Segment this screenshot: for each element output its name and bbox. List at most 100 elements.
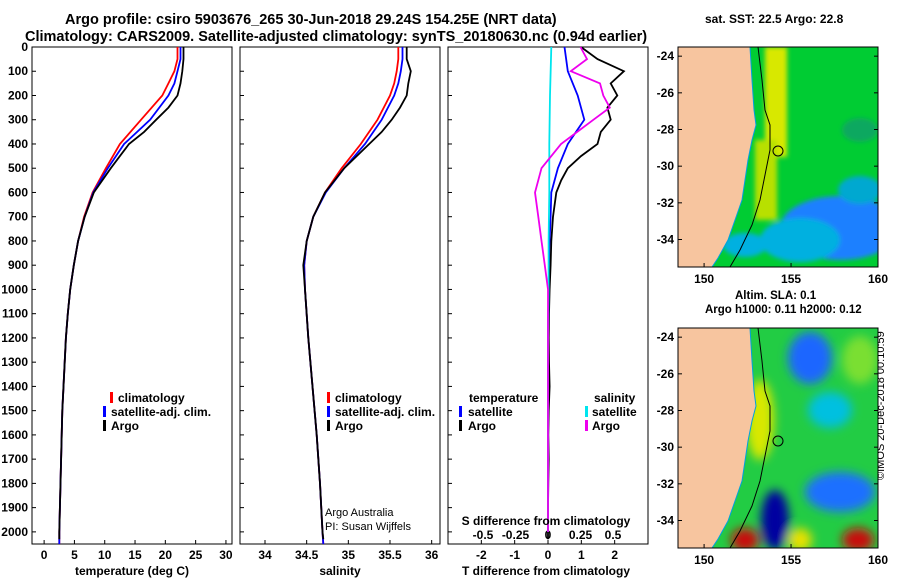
temperature-line-satellite-adj-clim- xyxy=(58,47,182,544)
depth-tick-label: 500 xyxy=(8,161,28,175)
s-difference-tick-label: 0.25 xyxy=(569,528,593,542)
sla-feature xyxy=(842,336,878,384)
legend-swatch-climatology xyxy=(110,392,113,403)
chart-title-line2: Climatology: CARS2009. Satellite-adjuste… xyxy=(25,29,648,45)
sla-map-frame xyxy=(677,327,879,549)
sla-feature xyxy=(788,528,812,548)
temperature-tick-label: 0 xyxy=(41,548,48,562)
legend-swatch-s-argo xyxy=(585,420,588,431)
salinity-tick-label: 36 xyxy=(425,548,439,562)
legend-swatch-satellite xyxy=(103,406,106,417)
depth-tick-label: 1800 xyxy=(1,476,28,490)
t-difference-tick-label: 1 xyxy=(578,548,585,562)
temperature-axis-label: temperature (deg C) xyxy=(75,564,189,578)
sla-map xyxy=(677,327,879,549)
legend-label-argo: Argo xyxy=(111,419,139,433)
map-lon-tick-label: 155 xyxy=(781,272,801,286)
depth-tick-label: 900 xyxy=(8,258,28,272)
chart-title-line1: Argo profile: csiro 5903676_265 30-Jun-2… xyxy=(65,12,557,28)
legend-swatch-s-satellite xyxy=(585,406,588,417)
sla-feature xyxy=(761,490,789,548)
depth-tick-label: 1900 xyxy=(1,501,28,515)
legend-title-salinity: salinity xyxy=(594,391,636,405)
map-lat-tick-label: -32 xyxy=(657,477,675,491)
map-lat-tick-label: -30 xyxy=(657,440,675,454)
difference-line-t-argo xyxy=(547,46,626,540)
salinity-panel-frame xyxy=(239,46,441,545)
legend-swatch-t-satellite xyxy=(459,406,462,417)
temperature-tick-label: 25 xyxy=(189,548,203,562)
map-lat-tick-label: -30 xyxy=(657,159,675,173)
argo-float-marker xyxy=(772,435,784,447)
sst-cool-patch xyxy=(723,233,767,257)
temperature-x-axis: 0 5 10 15 20 25 30 xyxy=(41,540,233,562)
legend-title-temperature: temperature xyxy=(469,391,539,405)
map-axes: -24 -26 -28 -30 -32 -34 150 155 160 -24 -26 -28 -30 -… xyxy=(657,49,889,567)
depth-tick-label: 1400 xyxy=(1,379,28,393)
difference-line-s-argo xyxy=(534,46,611,532)
attribution-line2: PI: Susan Wijffels xyxy=(325,521,411,533)
temperature-tick-label: 20 xyxy=(159,548,173,562)
s-difference-axis-label: S difference from climatology xyxy=(462,514,631,528)
map-lat-tick-label: -28 xyxy=(657,404,675,418)
profile-lines xyxy=(58,46,626,545)
map-lon-tick-label: 150 xyxy=(694,272,714,286)
depth-tick-label: 1300 xyxy=(1,355,28,369)
t-difference-tick-label: 0 xyxy=(545,548,552,562)
depth-tick-label: 200 xyxy=(8,88,28,102)
depth-tick-label: 1000 xyxy=(1,282,28,296)
map-lat-tick-label: -34 xyxy=(657,233,675,247)
depth-tick-label: 0 xyxy=(21,40,28,54)
t-difference-tick-label: 2 xyxy=(611,548,618,562)
depth-tick-label: 400 xyxy=(8,137,28,151)
sla-shelf-contour xyxy=(729,328,771,548)
s-difference-tick-label: -0.25 xyxy=(502,528,530,542)
s-difference-tick-label: 0.5 xyxy=(605,528,622,542)
depth-tick-label: 1700 xyxy=(1,452,28,466)
temperature-tick-label: 30 xyxy=(219,548,233,562)
map-lat-tick-label: -24 xyxy=(657,49,675,63)
temperature-line-argo xyxy=(58,47,185,540)
depth-tick-label: 1500 xyxy=(1,404,28,418)
temperature-panel-frame xyxy=(31,46,233,545)
sla-map-title-line2: Argo h1000: 0.11 h2000: 0.12 xyxy=(705,304,862,316)
temperature-tick-label: 10 xyxy=(98,548,112,562)
legend-label-s-argo: Argo xyxy=(592,419,620,433)
depth-tick-label: 1100 xyxy=(2,307,28,321)
sst-cool-patch xyxy=(838,176,878,204)
map-lon-tick-label: 160 xyxy=(868,553,888,567)
sla-feature xyxy=(788,332,832,384)
attribution-line1: Argo Australia xyxy=(325,507,394,519)
map-lat-tick-label: -32 xyxy=(657,196,675,210)
sla-map-title-line1: Altim. SLA: 0.1 xyxy=(735,290,817,302)
map-lon-tick-label: 160 xyxy=(868,272,888,286)
sst-map-frame xyxy=(677,46,879,268)
legend-swatch-t-argo xyxy=(459,420,462,431)
sst-warm-band-lower xyxy=(755,140,777,220)
legend-swatch-climatology xyxy=(327,392,330,403)
sla-feature xyxy=(731,528,759,548)
temperature-line-climatology xyxy=(58,47,179,544)
sst-land xyxy=(678,47,757,267)
legend-label-t-satellite: satellite xyxy=(468,405,513,419)
difference-legend: temperature satellite Argo salinity sate… xyxy=(459,391,637,433)
sla-land xyxy=(678,328,757,548)
sst-map-title: sat. SST: 22.5 Argo: 22.8 xyxy=(705,12,844,26)
map-lat-tick-label: -26 xyxy=(657,86,675,100)
legend-label-s-satellite: satellite xyxy=(592,405,637,419)
map-lat-tick-label: -28 xyxy=(657,123,675,137)
legend-swatch-satellite xyxy=(327,406,330,417)
temperature-legend: climatology satellite-adj. clim. Argo xyxy=(103,391,211,433)
legend-swatch-argo xyxy=(327,420,330,431)
depth-tick-label: 300 xyxy=(8,113,28,127)
map-lat-tick-label: -34 xyxy=(657,514,675,528)
depth-tick-label: 1200 xyxy=(1,331,28,345)
map-lon-tick-label: 155 xyxy=(781,553,801,567)
legend-label-satellite: satellite-adj. clim. xyxy=(335,405,435,419)
depth-axis: 0 100 200 300 400 500 600 700 800 900 1000 1100 1200… xyxy=(1,40,452,539)
salinity-line-argo xyxy=(302,47,412,540)
salinity-x-axis: 34 34.5 35 35.5 36 xyxy=(258,540,439,562)
salinity-legend: climatology satellite-adj. clim. Argo xyxy=(327,391,435,433)
legend-label-t-argo: Argo xyxy=(468,419,496,433)
